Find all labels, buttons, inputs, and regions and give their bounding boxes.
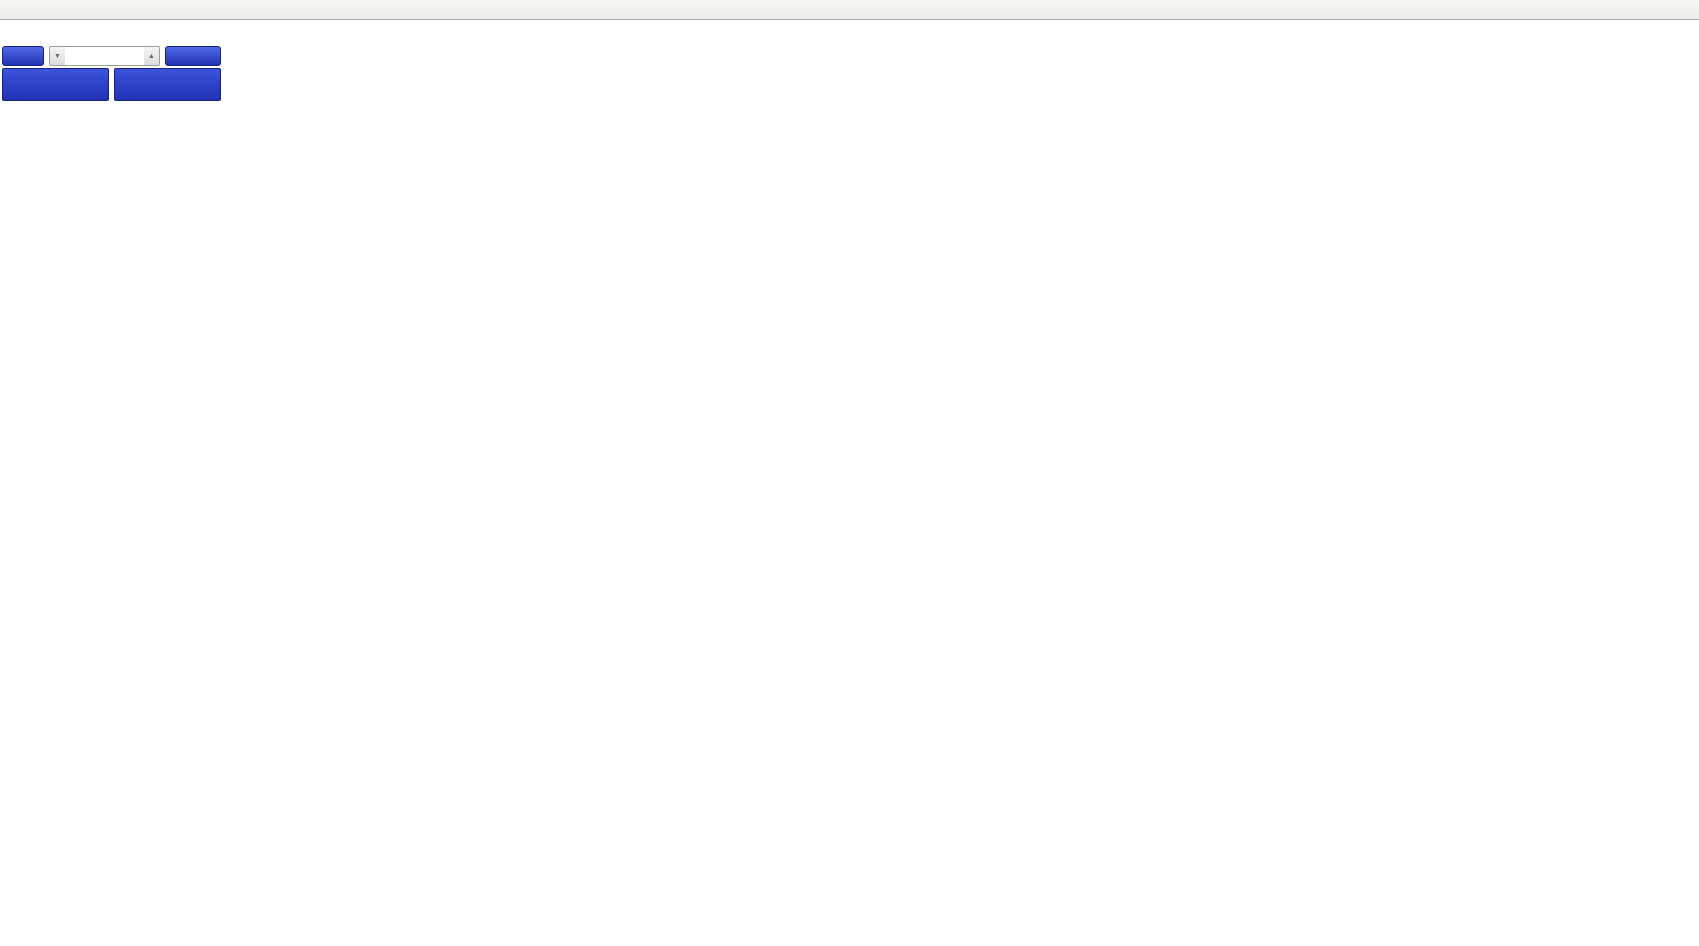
volume-increase-button[interactable]: ▲ [144, 47, 159, 65]
toolbar [0, 0, 1699, 20]
volume-input[interactable] [65, 47, 144, 65]
buy-price-display[interactable] [114, 68, 221, 101]
buy-button[interactable] [165, 46, 221, 66]
sell-price-display[interactable] [2, 68, 109, 101]
one-click-trading-panel: ▼ ▲ [2, 46, 221, 101]
volume-stepper[interactable]: ▼ ▲ [49, 46, 160, 66]
volume-decrease-button[interactable]: ▼ [50, 47, 65, 65]
sell-button[interactable] [2, 46, 44, 66]
